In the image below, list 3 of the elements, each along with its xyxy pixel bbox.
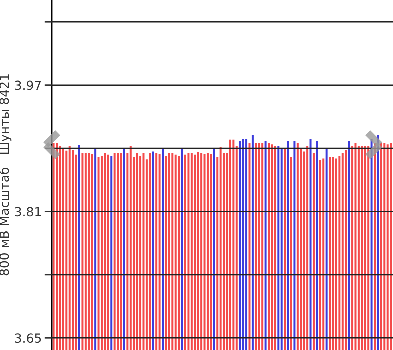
y-tick-label: 3.97 [15,80,42,90]
y-tick-label: 3.81 [15,207,41,217]
y-tick-label: 3.65 [15,334,42,344]
